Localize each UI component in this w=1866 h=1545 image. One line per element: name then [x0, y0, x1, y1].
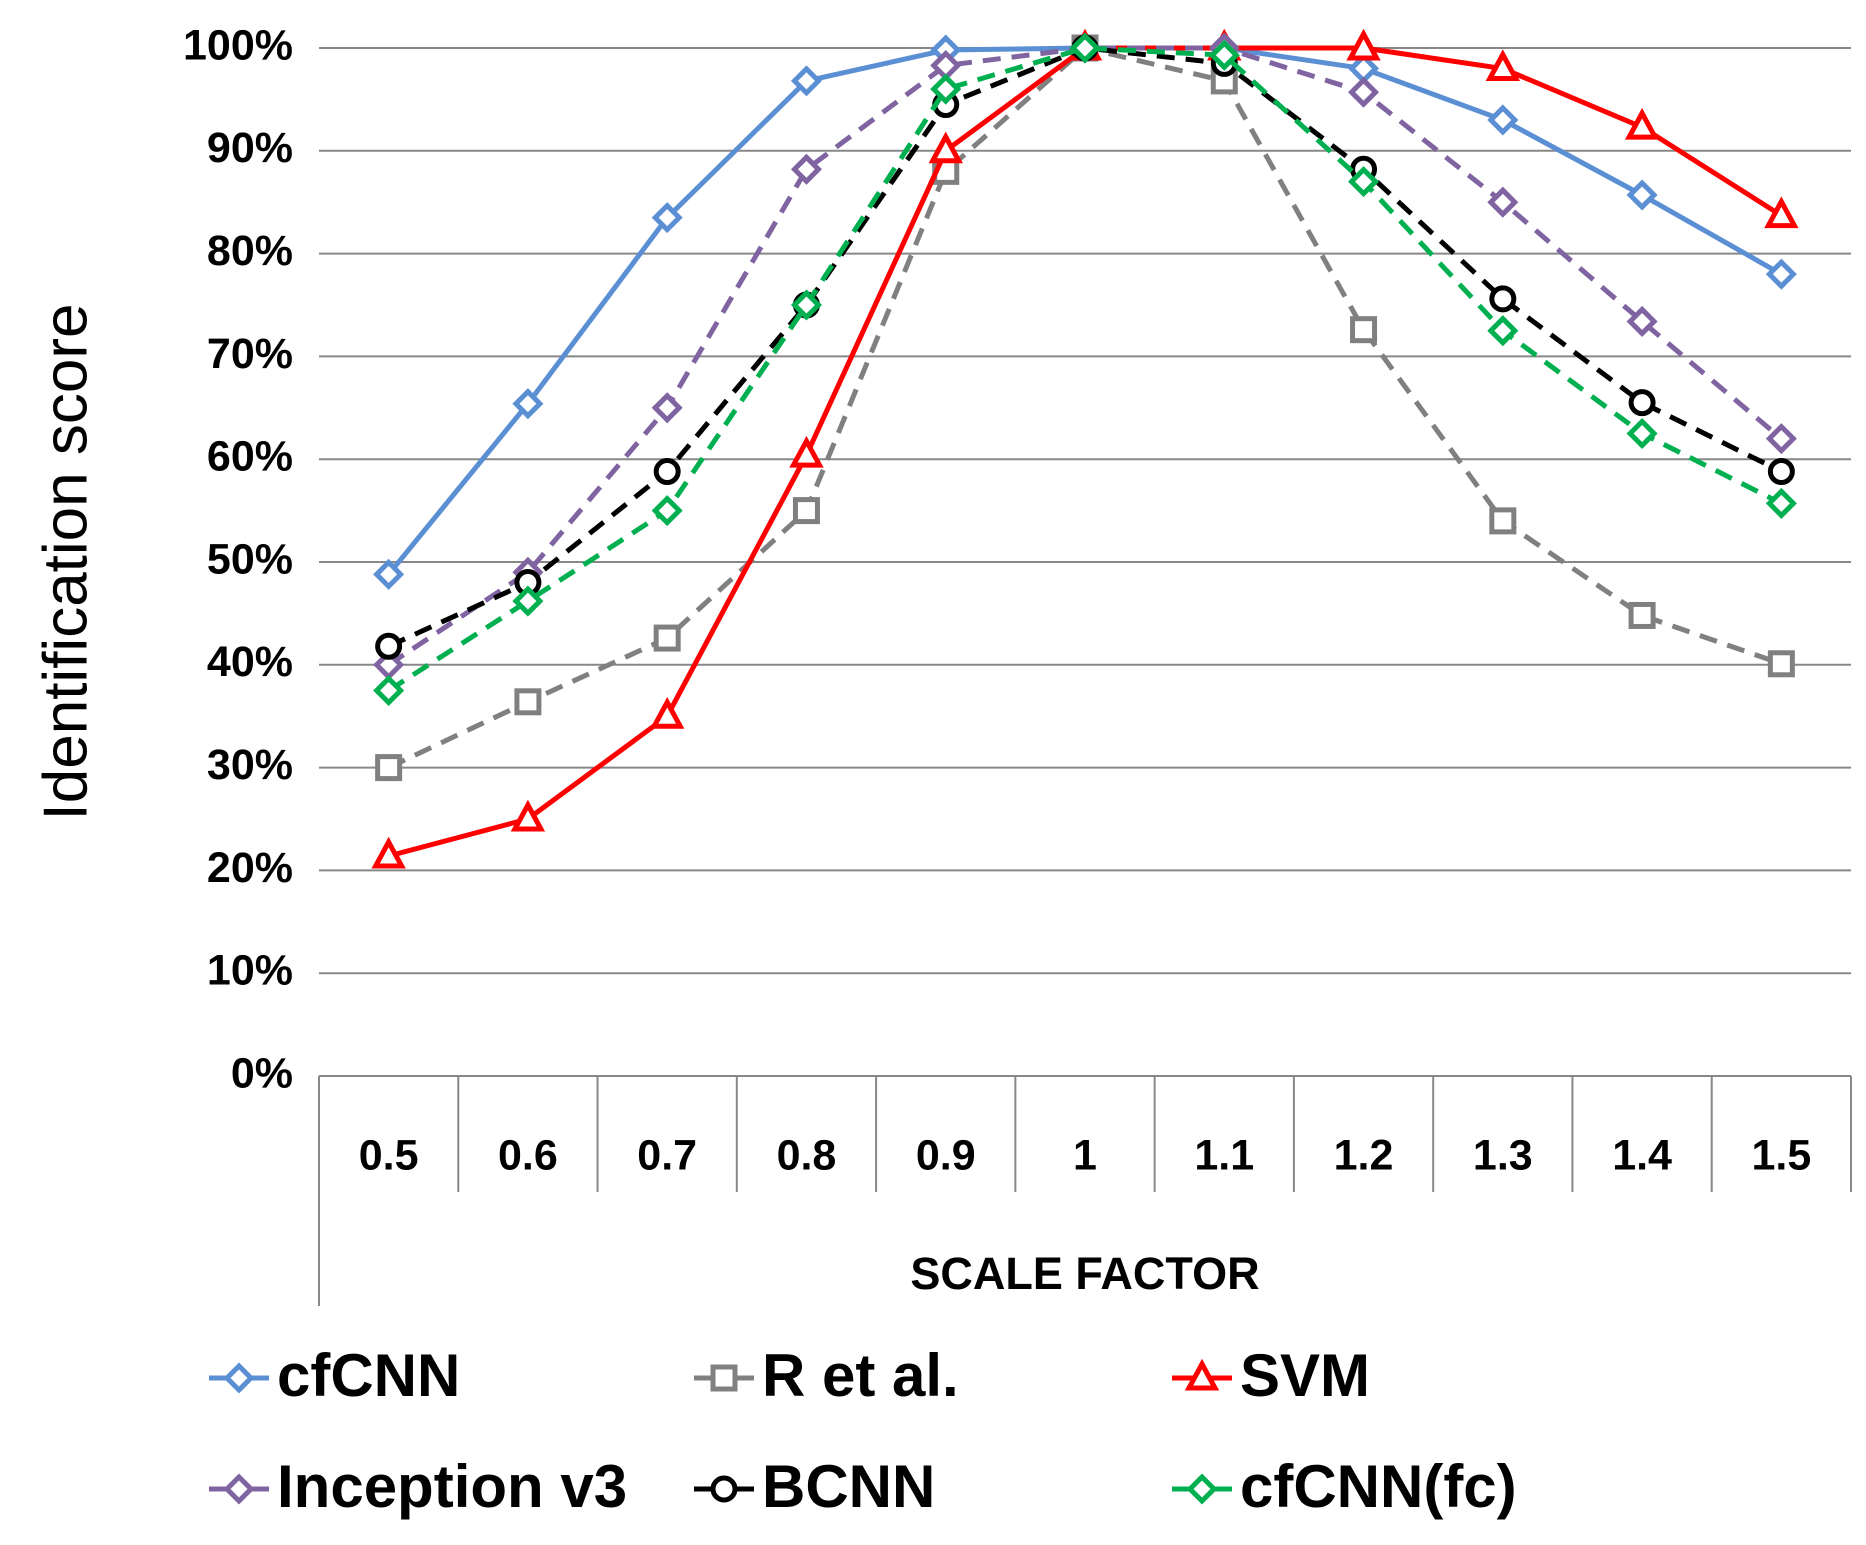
y-tick-label: 0%	[231, 1049, 293, 1097]
marker	[223, 1473, 255, 1505]
marker	[1184, 1358, 1220, 1391]
marker	[1767, 458, 1795, 486]
y-tick-label: 30%	[207, 741, 293, 789]
marker	[651, 392, 683, 424]
y-tick-label: 10%	[207, 947, 293, 995]
marker	[1186, 1473, 1218, 1505]
marker	[512, 585, 544, 617]
marker	[792, 497, 820, 525]
x-tick-label: 1.1	[1194, 1131, 1254, 1179]
marker	[1624, 107, 1660, 140]
marker	[789, 435, 824, 468]
marker	[375, 632, 403, 660]
series-line	[387, 45, 1783, 693]
marker	[1626, 305, 1658, 337]
marker	[930, 73, 962, 105]
series-line	[386, 45, 1783, 576]
marker	[1765, 487, 1797, 519]
marker	[710, 1475, 738, 1503]
marker	[1765, 423, 1797, 455]
legend-label: cfCNN(fc)	[1240, 1453, 1517, 1520]
marker	[1069, 32, 1101, 64]
marker	[1346, 28, 1381, 61]
marker	[1767, 650, 1795, 678]
marker	[651, 202, 683, 234]
x-tick-label: 1.2	[1334, 1131, 1394, 1179]
marker	[223, 1362, 255, 1394]
legend-label: R et al.	[762, 1342, 959, 1409]
x-tick-label: 1.5	[1751, 1131, 1811, 1179]
marker	[928, 131, 963, 164]
marker	[1208, 39, 1240, 71]
marker	[1626, 417, 1658, 450]
y-tick-label: 90%	[207, 124, 293, 172]
x-tick-label: 0.9	[916, 1131, 976, 1179]
marker	[649, 696, 685, 729]
marker	[790, 65, 822, 97]
marker	[1764, 196, 1799, 229]
marker	[710, 1364, 738, 1392]
legend-label: BCNN	[762, 1453, 935, 1520]
x-tick-label: 1.4	[1612, 1131, 1672, 1179]
y-tick-label: 20%	[207, 844, 293, 892]
marker	[1348, 76, 1380, 108]
marker	[1350, 316, 1378, 344]
marker	[1487, 315, 1519, 347]
marker	[653, 458, 681, 486]
legend-label: SVM	[1240, 1342, 1370, 1409]
marker	[1628, 601, 1656, 629]
marker	[512, 388, 544, 420]
legend-label: Inception v3	[277, 1453, 627, 1520]
legend-label: cfCNN	[277, 1342, 460, 1409]
marker	[651, 495, 683, 527]
x-tick-label: 1	[1073, 1131, 1097, 1179]
marker	[510, 799, 546, 832]
marker	[1765, 258, 1797, 290]
marker	[371, 836, 406, 869]
marker	[514, 688, 542, 716]
marker	[1489, 507, 1517, 535]
x-tick-label: 0.5	[359, 1131, 419, 1179]
series-line	[387, 45, 1783, 859]
marker	[1348, 166, 1380, 198]
y-tick-label: 80%	[207, 227, 293, 275]
marker	[653, 624, 681, 652]
x-tick-label: 1.3	[1473, 1131, 1533, 1179]
marker	[1487, 104, 1519, 136]
marker	[375, 754, 403, 782]
marker	[373, 674, 405, 707]
y-tick-label: 60%	[207, 433, 293, 481]
marker	[1626, 179, 1658, 211]
marker	[373, 558, 405, 590]
x-tick-label: 0.6	[498, 1131, 558, 1179]
y-axis-title: Identification score	[31, 304, 100, 821]
y-tick-label: 40%	[207, 638, 293, 686]
x-tick-label: 0.8	[777, 1131, 837, 1179]
marker	[790, 153, 822, 185]
marker	[790, 289, 822, 321]
marker	[1628, 389, 1656, 417]
y-tick-label: 70%	[207, 330, 293, 378]
y-tick-label: 100%	[183, 21, 293, 69]
y-tick-label: 50%	[207, 535, 293, 583]
marker	[1487, 186, 1519, 218]
x-tick-label: 0.7	[637, 1131, 697, 1179]
x-axis-title: SCALE FACTOR	[910, 1248, 1259, 1299]
marker	[1489, 285, 1517, 313]
marker	[1485, 49, 1521, 82]
